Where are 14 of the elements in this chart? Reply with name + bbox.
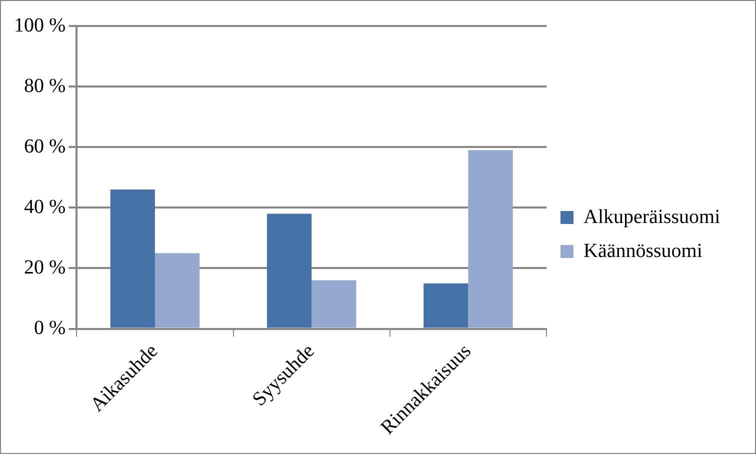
bar [468, 150, 513, 328]
y-tick-label: 40 % [24, 196, 66, 218]
y-tick-label: 60 % [24, 135, 66, 158]
bar [266, 214, 312, 328]
legend-label: Käännössuomi [584, 240, 703, 262]
bar [110, 189, 155, 328]
bar [312, 280, 356, 328]
y-tick-label: 100 % [14, 14, 66, 36]
bar [424, 283, 468, 328]
y-tick-label: 20 % [24, 256, 66, 278]
y-tick-label: 80 % [24, 74, 66, 97]
y-tick-label: 0 % [34, 317, 66, 339]
legend-label: Alkuperäissuomi [584, 206, 721, 228]
bar [154, 253, 200, 328]
